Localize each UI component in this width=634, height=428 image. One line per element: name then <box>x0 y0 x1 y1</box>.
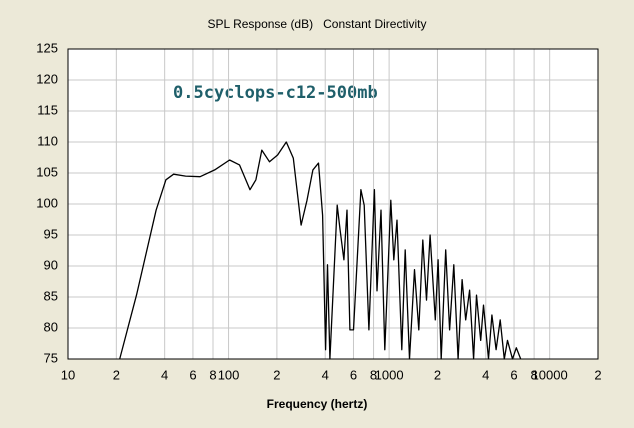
y-tick-label: 110 <box>37 133 58 148</box>
y-tick-label: 75 <box>44 350 58 365</box>
x-tick-label: 4 <box>482 367 489 382</box>
x-tick-label: 4 <box>161 367 168 382</box>
x-tick-label: 2 <box>113 367 120 382</box>
x-tick-label: 1000 <box>375 367 404 382</box>
x-tick-label: 8 <box>370 367 377 382</box>
plot-border <box>67 48 599 360</box>
x-tick-label: 2 <box>434 367 441 382</box>
y-tick-label: 120 <box>36 71 58 86</box>
y-tick-label: 90 <box>44 257 58 272</box>
y-tick-label: 85 <box>44 288 58 303</box>
x-tick-label: 8 <box>209 367 216 382</box>
x-tick-label: 2 <box>594 367 601 382</box>
x-tick-label: 6 <box>510 367 517 382</box>
x-tick-label: 8 <box>530 367 537 382</box>
y-tick-label: 125 <box>36 40 58 55</box>
x-tick-label: 100 <box>218 367 240 382</box>
data-line <box>119 141 522 360</box>
y-tick-label: 115 <box>37 102 58 117</box>
y-tick-label: 105 <box>36 164 58 179</box>
x-axis-label: Frequency (hertz) <box>267 397 368 411</box>
x-tick-label: 10 <box>61 367 75 382</box>
y-tick-label: 95 <box>44 226 58 241</box>
x-tick-label: 6 <box>350 367 357 382</box>
annotation: 0.5cyclops-c12-500mb <box>173 83 378 103</box>
x-tick-label: 4 <box>322 367 329 382</box>
x-tick-label: 2 <box>273 367 280 382</box>
chart-title: SPL Response (dB) Constant Directivity <box>208 17 427 31</box>
y-tick-label: 80 <box>44 319 58 334</box>
x-tick-label: 10000 <box>532 367 568 382</box>
y-tick-label: 100 <box>36 195 58 210</box>
x-tick-label: 6 <box>189 367 196 382</box>
